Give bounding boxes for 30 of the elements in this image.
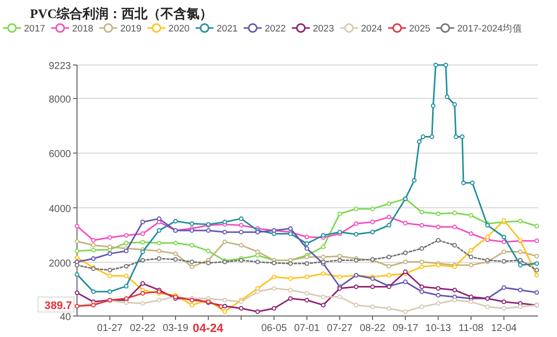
legend-label: 2018 (72, 24, 94, 34)
chart-title: PVC综合利润：西北（不含氯） (30, 6, 213, 21)
y-tick-label: 2000 (48, 258, 72, 270)
x-tick-label: 07-01 (294, 323, 320, 334)
legend-label: 2022 (264, 24, 286, 34)
x-tick-label: 01-27 (97, 323, 124, 334)
legend-label: 2017 (24, 24, 46, 34)
legend-label: 2019 (120, 24, 142, 34)
x-tick-label: 11-08 (458, 323, 484, 334)
x-tick-label: 12-04 (491, 323, 518, 334)
legend-label: 2021 (216, 24, 238, 34)
legend-label: 2025 (409, 24, 430, 34)
legend-label: 2017-2024均值 (457, 22, 523, 34)
x-tick-label: 09-17 (392, 323, 419, 334)
text: 04-24 (192, 321, 224, 335)
y-tick-label: 40 (60, 312, 72, 323)
text: 389.7 (44, 300, 72, 312)
x-tick-label: 07-27 (326, 323, 353, 334)
x-tick-label: 02-22 (130, 323, 156, 334)
x-tick-label: 08-22 (360, 323, 386, 334)
y-tick-label: 4000 (48, 204, 72, 215)
legend-label: 2020 (168, 24, 190, 34)
y-tick-label: 9223 (48, 61, 72, 72)
x-tick-label: 06-05 (261, 323, 288, 334)
y-tick-label: 8000 (48, 94, 72, 106)
x-tick-label: 03-19 (162, 323, 189, 334)
x-tick-label: 10-13 (425, 323, 452, 334)
y-tick-label: 6000 (48, 149, 72, 160)
legend-label: 2024 (360, 24, 382, 34)
legend-label: 2023 (312, 24, 334, 34)
